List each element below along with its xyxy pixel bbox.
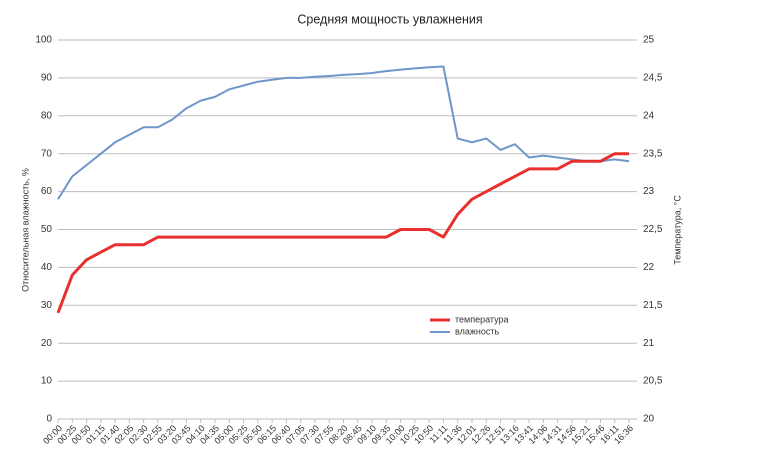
y-tick-label: 70: [41, 148, 53, 159]
y2-tick-label: 21: [643, 338, 655, 349]
y-tick-label: 90: [41, 73, 53, 84]
y-tick-label: 20: [41, 338, 53, 349]
legend-label: температура: [455, 314, 509, 324]
chart-title: Средняя мощность увлажнения: [297, 12, 482, 26]
y2-tick-label: 21,5: [643, 300, 663, 311]
y-tick-label: 60: [41, 186, 53, 197]
y2-tick-label: 25: [643, 35, 655, 46]
y2-tick-label: 20: [643, 414, 655, 425]
y2-tick-label: 20,5: [643, 376, 663, 387]
y2-axis-title: Температура, °С: [672, 195, 682, 265]
y-tick-label: 100: [35, 35, 52, 46]
y-axis-title: Относительная влажность, %: [20, 168, 30, 292]
legend-label: влажность: [455, 326, 499, 336]
y2-tick-label: 22: [643, 262, 655, 273]
y2-tick-label: 23: [643, 186, 655, 197]
y-tick-label: 80: [41, 110, 53, 121]
y2-tick-label: 22,5: [643, 224, 663, 235]
y-tick-label: 30: [41, 300, 53, 311]
y-tick-label: 0: [46, 414, 52, 425]
y-tick-label: 50: [41, 224, 53, 235]
series-line: [57, 65, 630, 200]
y-tick-label: 40: [41, 262, 53, 273]
series-line: [56, 152, 629, 314]
y2-tick-label: 24,5: [643, 73, 663, 84]
y2-tick-label: 23,5: [643, 148, 663, 159]
y-tick-label: 10: [41, 376, 53, 387]
y2-tick-label: 24: [643, 110, 655, 121]
